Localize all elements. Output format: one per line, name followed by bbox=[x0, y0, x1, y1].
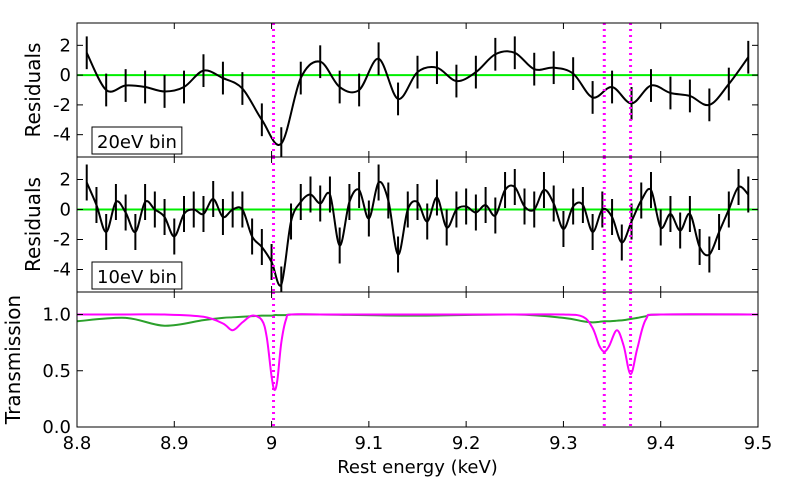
x-axis-label: Rest energy (keV) bbox=[337, 457, 498, 478]
annotation-box bbox=[91, 126, 183, 155]
y-axis-label: Residuals bbox=[21, 177, 45, 272]
curve bbox=[77, 313, 758, 391]
annotation-box bbox=[91, 261, 183, 290]
curve bbox=[77, 313, 758, 327]
x-tick-label: 9 bbox=[266, 433, 277, 454]
curve bbox=[85, 180, 749, 287]
x-tick-label: 9.5 bbox=[744, 433, 773, 454]
curve bbox=[85, 50, 750, 146]
y-tick-label: -2 bbox=[53, 95, 71, 116]
frame bbox=[76, 291, 759, 428]
y-tick-label: 1.0 bbox=[42, 305, 71, 326]
x-tick-label: 9.4 bbox=[646, 433, 675, 454]
y-axis-label: Residuals bbox=[21, 43, 45, 138]
y-tick-label: -4 bbox=[53, 260, 71, 281]
annotation: 20eV bin bbox=[97, 132, 177, 153]
y-tick-label: 0.0 bbox=[42, 417, 71, 438]
y-tick-label: -2 bbox=[53, 230, 71, 251]
y-tick-label: 2 bbox=[60, 170, 71, 191]
annotation: 10eV bin bbox=[97, 267, 177, 288]
y-tick-label: -4 bbox=[53, 125, 71, 146]
plot-area bbox=[77, 292, 758, 427]
y-axis-label: Transmission bbox=[1, 295, 25, 425]
y-tick-label: 0.5 bbox=[42, 361, 71, 382]
plot-area bbox=[77, 23, 758, 157]
y-tick-label: 0 bbox=[60, 200, 71, 221]
x-tick-label: 9.3 bbox=[549, 433, 578, 454]
y-tick-label: 2 bbox=[60, 35, 71, 56]
x-tick-label: 8.8 bbox=[63, 433, 92, 454]
x-tick-label: 9.2 bbox=[452, 433, 481, 454]
plot-area bbox=[77, 157, 758, 292]
y-tick-label: 0 bbox=[60, 65, 71, 86]
x-tick-label: 8.9 bbox=[160, 433, 189, 454]
x-tick-label: 9.1 bbox=[355, 433, 384, 454]
